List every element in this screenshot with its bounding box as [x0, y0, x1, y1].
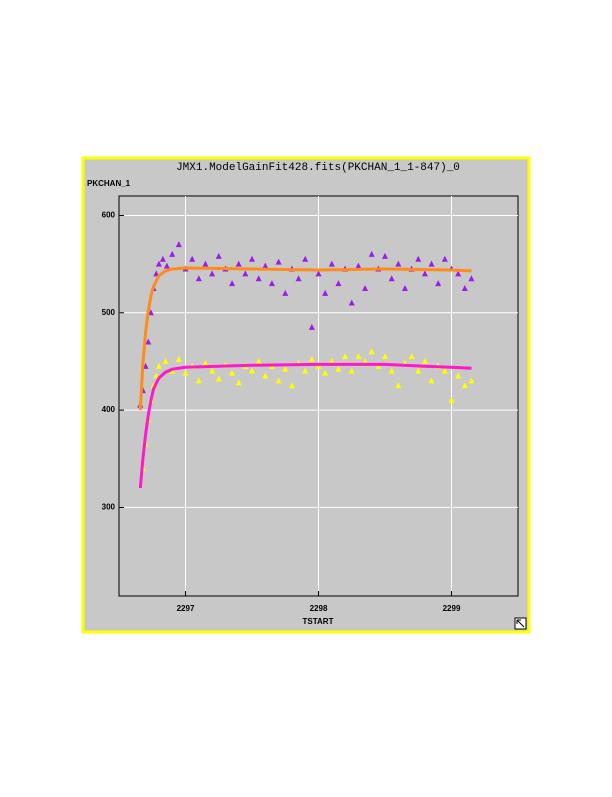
data-point [169, 250, 176, 257]
data-point [308, 356, 315, 363]
data-point [215, 375, 222, 382]
x-tick-label: 2298 [310, 604, 328, 613]
data-point [362, 357, 369, 364]
data-point [348, 367, 355, 374]
data-point [215, 252, 222, 259]
data-point [202, 260, 209, 267]
x-tick-label: 2299 [443, 604, 461, 613]
data-point [388, 367, 395, 374]
data-point [302, 255, 309, 262]
data-point [355, 262, 362, 269]
data-point [295, 275, 302, 282]
x-tick-label: 2297 [177, 604, 195, 613]
data-point [162, 357, 169, 364]
data-point [229, 369, 236, 376]
data-point [262, 372, 269, 379]
y-tick-label: 400 [102, 405, 116, 414]
data-point [328, 260, 335, 267]
data-point [461, 284, 468, 291]
data-point [468, 377, 475, 384]
resize-icon[interactable] [514, 617, 527, 630]
data-point [195, 377, 202, 384]
data-point [202, 359, 209, 366]
data-point [209, 270, 216, 277]
data-point [282, 365, 289, 372]
data-point [408, 353, 415, 360]
data-point [448, 396, 455, 403]
data-point [182, 369, 189, 376]
data-point [348, 299, 355, 306]
data-point [275, 377, 282, 384]
data-point [355, 353, 362, 360]
data-point [235, 260, 242, 267]
resize-arrow[interactable] [516, 619, 525, 628]
data-point [435, 280, 442, 287]
data-point [441, 255, 448, 262]
data-point [335, 365, 342, 372]
data-point [401, 284, 408, 291]
data-point [249, 367, 255, 374]
data-point [282, 289, 289, 296]
data-point [382, 353, 388, 360]
data-point [163, 262, 170, 269]
data-point [455, 372, 462, 379]
data-point [275, 258, 282, 265]
data-point [255, 275, 262, 282]
data-point [335, 280, 342, 287]
data-point [308, 323, 315, 330]
data-point [175, 356, 182, 363]
data-point [415, 255, 422, 262]
y-axis-label: PKCHAN_1 [87, 179, 131, 188]
data-point [315, 270, 322, 277]
data-point [255, 357, 262, 364]
data-point [362, 284, 369, 291]
data-point [262, 262, 269, 269]
data-point [268, 280, 275, 287]
data-point [342, 353, 349, 360]
data-point [288, 382, 295, 389]
data-point [421, 270, 428, 277]
data-point [322, 369, 329, 376]
data-point [159, 255, 166, 262]
data-point [302, 367, 309, 374]
data-point [195, 275, 202, 282]
data-point [235, 379, 242, 386]
data-point [455, 270, 462, 277]
data-point [155, 260, 162, 267]
data-point [388, 275, 395, 282]
y-tick-label: 600 [102, 211, 116, 220]
data-point [322, 289, 329, 296]
data-point [175, 241, 182, 248]
data-point [155, 362, 162, 369]
data-point [441, 367, 448, 374]
data-point [229, 280, 236, 287]
fit-line [138, 266, 472, 411]
y-tick-label: 300 [102, 503, 116, 512]
fit-line [138, 362, 472, 489]
data-point [368, 250, 375, 257]
data-point [421, 357, 428, 364]
chart-title: JMX1.ModelGainFit428.fits(PKCHAN_1_1-847… [176, 162, 460, 174]
x-axis-label: TSTART [303, 617, 334, 626]
data-point [395, 260, 402, 267]
data-point [415, 367, 422, 374]
data-point [395, 382, 402, 389]
data-point [145, 338, 152, 345]
data-point [249, 255, 255, 262]
data-point [468, 275, 475, 282]
data-point [428, 260, 435, 267]
data-point [461, 382, 468, 389]
data-point [328, 357, 335, 364]
data-point [368, 348, 375, 355]
data-point [382, 252, 388, 259]
data-point [209, 367, 216, 374]
data-point [242, 270, 249, 277]
data-point [189, 255, 196, 262]
data-point [428, 377, 435, 384]
y-tick-label: 500 [102, 308, 116, 317]
chart-frame [81, 156, 531, 634]
